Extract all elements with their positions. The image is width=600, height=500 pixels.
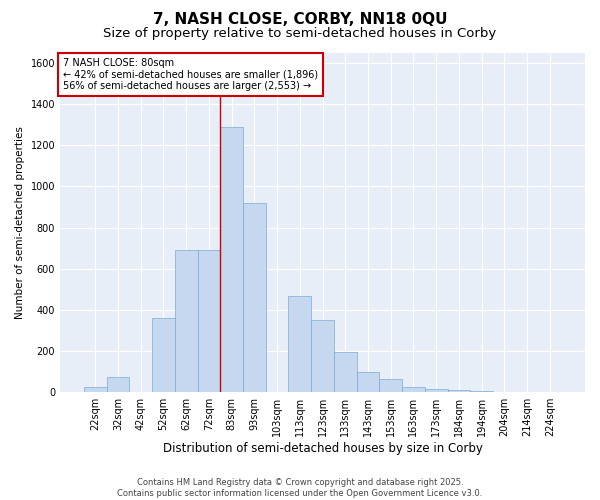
Y-axis label: Number of semi-detached properties: Number of semi-detached properties: [15, 126, 25, 319]
X-axis label: Distribution of semi-detached houses by size in Corby: Distribution of semi-detached houses by …: [163, 442, 482, 455]
Bar: [402, 387, 425, 392]
Bar: [107, 377, 130, 392]
Text: 7 NASH CLOSE: 80sqm
← 42% of semi-detached houses are smaller (1,896)
56% of sem: 7 NASH CLOSE: 80sqm ← 42% of semi-detach…: [62, 58, 318, 91]
Bar: [448, 390, 470, 392]
Text: Contains HM Land Registry data © Crown copyright and database right 2025.
Contai: Contains HM Land Registry data © Crown c…: [118, 478, 482, 498]
Bar: [84, 387, 107, 392]
Bar: [289, 296, 311, 392]
Bar: [175, 250, 197, 392]
Bar: [311, 320, 334, 392]
Bar: [470, 391, 493, 392]
Bar: [379, 379, 402, 392]
Text: 7, NASH CLOSE, CORBY, NN18 0QU: 7, NASH CLOSE, CORBY, NN18 0QU: [153, 12, 447, 28]
Bar: [425, 389, 448, 392]
Bar: [152, 318, 175, 392]
Bar: [356, 372, 379, 392]
Bar: [220, 126, 243, 392]
Bar: [243, 203, 266, 392]
Text: Size of property relative to semi-detached houses in Corby: Size of property relative to semi-detach…: [103, 28, 497, 40]
Bar: [334, 352, 356, 392]
Bar: [197, 250, 220, 392]
